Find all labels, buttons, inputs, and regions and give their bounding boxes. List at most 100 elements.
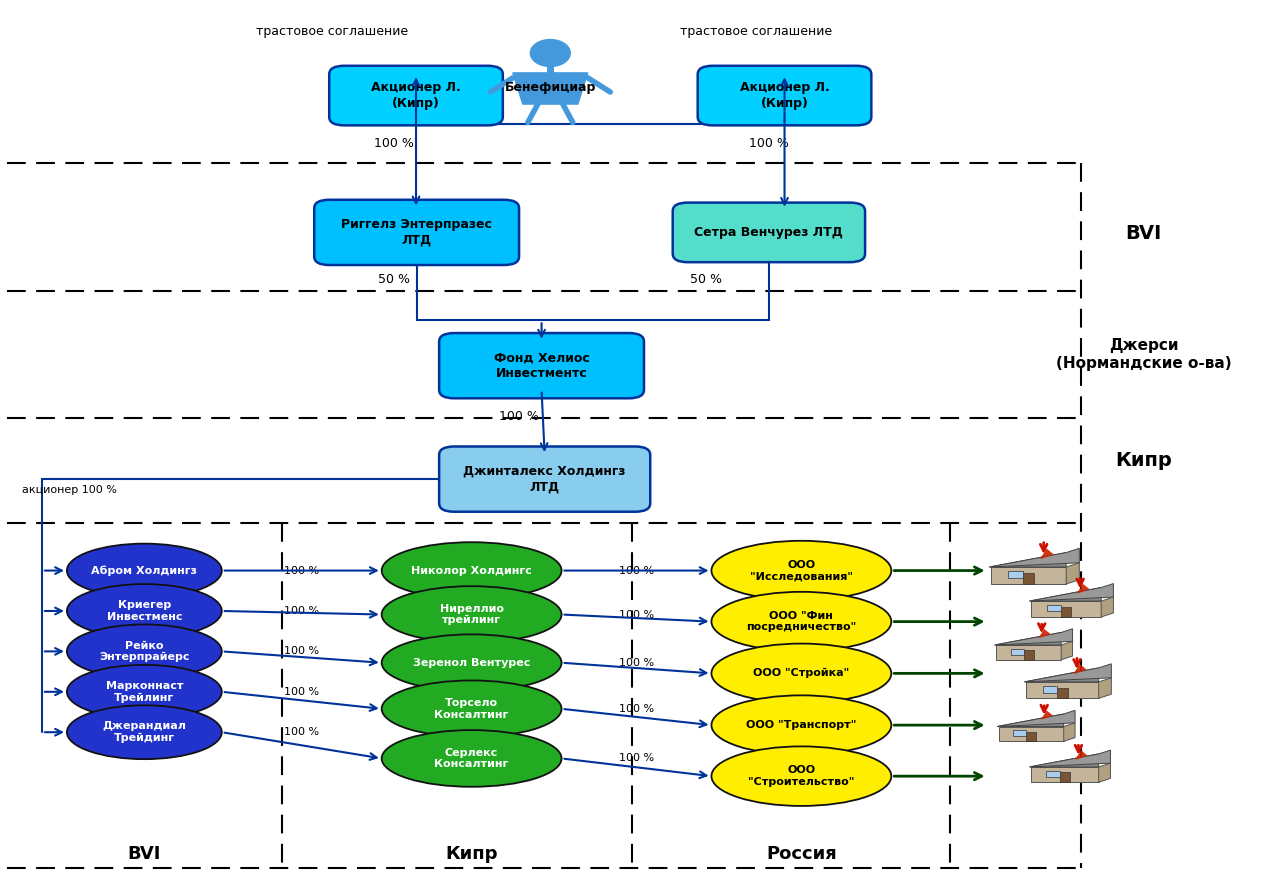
Text: Риггелз Энтерпразес
ЛТД: Риггелз Энтерпразес ЛТД [341,218,493,246]
Polygon shape [1060,772,1070,782]
Text: 100 %: 100 % [284,647,320,656]
Text: 100 %: 100 % [374,137,414,149]
Polygon shape [1010,648,1024,655]
Text: Кипр: Кипр [1115,451,1172,471]
Polygon shape [1099,678,1111,698]
Ellipse shape [711,644,892,703]
FancyBboxPatch shape [697,66,871,125]
Ellipse shape [381,542,562,599]
Ellipse shape [381,730,562,787]
Ellipse shape [381,586,562,643]
Polygon shape [1074,664,1086,673]
Ellipse shape [711,592,892,651]
Polygon shape [1024,663,1111,682]
Text: ООО
"Исследования": ООО "Исследования" [750,560,853,581]
Text: 100 %: 100 % [619,658,654,668]
FancyBboxPatch shape [330,66,503,125]
Text: ООО "Транспорт": ООО "Транспорт" [746,720,856,730]
Text: ООО "Стройка": ООО "Стройка" [753,668,850,679]
Text: 100 %: 100 % [619,704,654,714]
Text: 100 %: 100 % [284,565,320,576]
Polygon shape [1061,641,1072,660]
Text: Зеренол Вентурес: Зеренол Вентурес [413,658,530,668]
Text: 100 %: 100 % [619,610,654,620]
Polygon shape [1077,584,1089,593]
Ellipse shape [381,680,562,738]
Polygon shape [1041,549,1053,558]
Text: трастовое соглашение: трастовое соглашение [681,25,832,38]
Text: акционер 100 %: акционер 100 % [21,486,116,496]
Text: 50 %: 50 % [378,273,410,287]
Polygon shape [1023,573,1034,584]
Polygon shape [1063,722,1075,741]
Ellipse shape [67,584,222,638]
FancyBboxPatch shape [673,203,865,263]
Text: Рейко
Энтерпрайерс: Рейко Энтерпрайерс [99,640,189,663]
Ellipse shape [67,705,222,759]
Text: Джерси
(Нормандские о-ва): Джерси (Нормандские о-ва) [1056,338,1231,371]
Polygon shape [1024,668,1099,682]
Text: Нирeллио
трейлинг: Нирeллио трейлинг [440,604,504,625]
Polygon shape [1042,686,1057,693]
Ellipse shape [67,665,222,719]
Text: Абром Холдингз: Абром Холдингз [91,565,197,576]
Text: ООО
"Строительство": ООО "Строительство" [748,765,855,787]
Ellipse shape [381,634,562,691]
Text: 100 %: 100 % [499,410,539,422]
Text: 100 %: 100 % [619,565,654,576]
Polygon shape [995,632,1061,645]
Polygon shape [1039,630,1050,638]
Polygon shape [1057,688,1068,698]
Polygon shape [989,553,1066,567]
Polygon shape [1029,750,1110,767]
Text: Акционер Л.
(Кипр): Акционер Л. (Кипр) [371,81,461,110]
Polygon shape [1076,751,1087,759]
Ellipse shape [530,39,571,66]
FancyBboxPatch shape [314,200,519,265]
Text: трастовое соглашение: трастовое соглашение [255,25,408,38]
Polygon shape [997,714,1063,727]
FancyBboxPatch shape [440,446,650,512]
Polygon shape [1061,606,1071,617]
Text: Бенефициар: Бенефициар [505,81,596,95]
Polygon shape [513,73,587,104]
Polygon shape [1027,682,1099,698]
Text: Джерандиал
Трейдинг: Джерандиал Трейдинг [102,722,186,743]
Text: 100 %: 100 % [619,754,654,764]
Polygon shape [1029,584,1114,601]
Polygon shape [991,567,1066,584]
Text: Криегер
Инвестменс: Криегер Инвестменс [106,600,182,622]
Polygon shape [1027,731,1036,741]
Text: BVI: BVI [128,845,162,864]
Ellipse shape [711,541,892,600]
Text: BVI: BVI [1125,224,1162,243]
Text: Джинталекс Холдингз
ЛТД: Джинталекс Холдингз ЛТД [464,464,626,494]
Polygon shape [1013,730,1027,736]
Polygon shape [1066,563,1080,584]
Polygon shape [1046,771,1060,777]
Text: Николор Холдингс: Николор Холдингс [412,565,532,576]
Polygon shape [1029,754,1099,767]
Text: ООО "Фин
посредничество": ООО "Фин посредничество" [746,611,856,632]
Polygon shape [1031,601,1101,617]
Polygon shape [1031,767,1099,782]
Text: 50 %: 50 % [691,273,722,287]
Text: Марконнаст
Трейлинг: Марконнаст Трейлинг [106,681,183,703]
Polygon shape [1042,711,1052,719]
Text: Россия: Россия [765,845,837,864]
Polygon shape [997,710,1075,727]
Text: 100 %: 100 % [284,606,320,616]
FancyBboxPatch shape [440,333,644,398]
Text: 100 %: 100 % [284,727,320,738]
Polygon shape [1047,605,1061,612]
Polygon shape [997,645,1061,660]
Ellipse shape [711,747,892,806]
Polygon shape [999,727,1063,741]
Text: Сетра Венчурез ЛТД: Сетра Венчурез ЛТД [695,226,844,239]
Polygon shape [1024,650,1033,660]
Text: 100 %: 100 % [284,687,320,697]
Polygon shape [1029,588,1101,601]
Polygon shape [995,629,1072,645]
Polygon shape [1101,597,1114,617]
Ellipse shape [67,624,222,679]
